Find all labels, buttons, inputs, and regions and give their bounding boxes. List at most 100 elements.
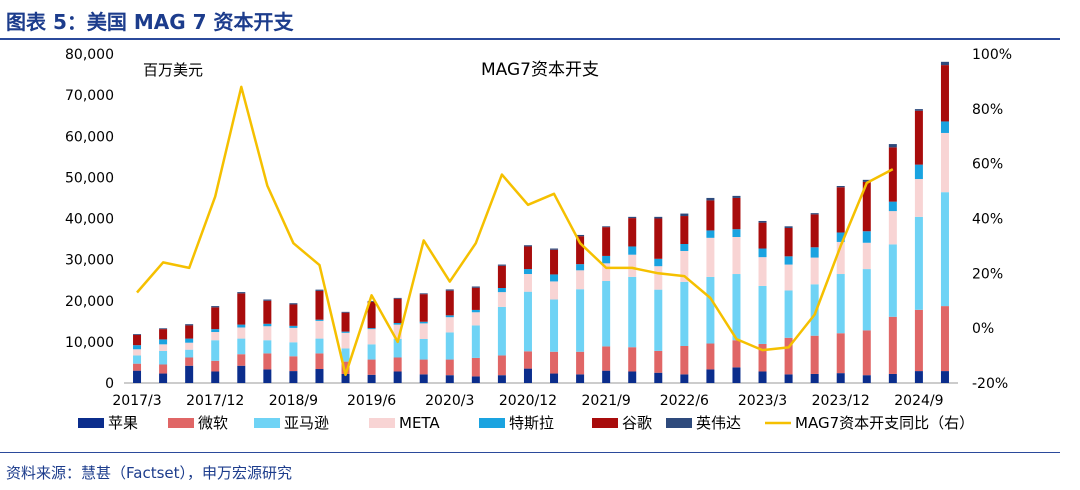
bar-segment: [550, 281, 559, 300]
bar-segment: [862, 330, 871, 376]
legend-swatch: [254, 418, 280, 428]
bar-segment: [836, 187, 845, 233]
bar-segment: [888, 201, 897, 212]
bar-segment: [393, 324, 402, 339]
bar-segment: [628, 347, 637, 372]
bar-segment: [341, 348, 350, 362]
legend-item: MAG7资本开支同比（右）: [765, 414, 974, 432]
bar-segment: [758, 257, 767, 286]
bar-segment: [888, 147, 897, 202]
bar-segment: [940, 132, 949, 193]
bar-segment: [654, 266, 663, 290]
bar-segment: [445, 315, 454, 318]
bar-segment: [497, 292, 506, 307]
legend-item: 微软: [168, 414, 228, 432]
bar-segment: [523, 246, 532, 270]
bar-segment: [680, 345, 689, 375]
bar-segment: [576, 374, 585, 383]
bar-segment: [471, 325, 480, 358]
bar-segment: [367, 359, 376, 375]
bar-segment: [654, 350, 663, 373]
bar-segment: [680, 281, 689, 346]
y2-tick-label: 0%: [972, 321, 994, 337]
unit-label: 百万美元: [143, 61, 203, 79]
bar-segment: [159, 344, 168, 351]
bar-segment: [445, 359, 454, 376]
legend-swatch: [369, 418, 395, 428]
bar-segment: [497, 288, 506, 293]
bar-segment: [315, 290, 324, 320]
bar-segment: [862, 375, 871, 383]
bar-segment: [784, 337, 793, 375]
y-tick-label: 20,000: [65, 294, 114, 310]
bar-segment: [211, 371, 220, 383]
legend-label: META: [399, 414, 440, 432]
bar-segment: [523, 274, 532, 292]
bar-segment: [654, 216, 663, 219]
bar-segment: [367, 344, 376, 360]
bar-segment: [341, 361, 350, 374]
bar-segment: [133, 349, 142, 356]
bar-segment: [523, 245, 532, 247]
bar-segment: [185, 349, 194, 358]
bar-segment: [732, 367, 741, 383]
bar-segment: [732, 229, 741, 238]
x-tick-label: 2024/9: [894, 393, 943, 409]
y-tick-label: 0: [105, 376, 114, 392]
bar-segment: [602, 263, 611, 282]
bar-segment: [836, 241, 845, 275]
bar-segment: [133, 345, 142, 350]
y2-tick-label: 80%: [972, 102, 1003, 118]
bar-segment: [263, 369, 272, 383]
x-tick-label: 2021/9: [582, 393, 631, 409]
bar-segment: [836, 274, 845, 334]
bar-segment: [315, 320, 324, 339]
bar-segment: [289, 371, 298, 383]
bar-segment: [914, 164, 923, 180]
bar-segment: [211, 332, 220, 341]
bar-segment: [732, 274, 741, 341]
bar-segment: [836, 232, 845, 242]
bar-segment: [419, 374, 428, 383]
bar-segment: [367, 329, 376, 345]
bar-segment: [940, 61, 949, 66]
bar-segment: [576, 270, 585, 290]
bar-segment: [289, 327, 298, 343]
bar-segment: [862, 242, 871, 270]
bar-segment: [940, 306, 949, 372]
bar-segment: [133, 355, 142, 364]
bar-segment: [315, 369, 324, 383]
bar-segment: [185, 338, 194, 343]
bar-segment: [237, 338, 246, 355]
bar-segment: [888, 144, 897, 148]
bar-segment: [471, 286, 480, 288]
bar-segment: [367, 328, 376, 330]
bar-segment: [159, 373, 168, 383]
bar-segment: [732, 195, 741, 198]
y2-tick-label: 100%: [972, 47, 1012, 63]
bar-segment: [289, 342, 298, 357]
legend-label: 微软: [198, 414, 228, 432]
bar-segment: [523, 291, 532, 352]
bar-segment: [784, 290, 793, 338]
x-tick-label: 2017/3: [112, 393, 161, 409]
bar-segment: [628, 254, 637, 277]
bar-segment: [784, 374, 793, 383]
x-tick-label: 2017/12: [186, 393, 244, 409]
bar-segment: [341, 373, 350, 383]
bar-segment: [836, 333, 845, 374]
bar-segment: [367, 301, 376, 329]
bar-segment: [680, 374, 689, 383]
bar-segment: [602, 346, 611, 371]
bar-segment: [523, 351, 532, 369]
bar-segment: [497, 306, 506, 356]
axes-group: 0 10,000 20,000 30,000 40,000 50,000 60,000 70,…: [65, 47, 1012, 409]
bar-segment: [914, 371, 923, 383]
bar-segment: [628, 371, 637, 383]
bar-segment: [445, 332, 454, 360]
bar-segment: [471, 357, 480, 377]
bar-segment: [419, 294, 428, 322]
y-tick-label: 10,000: [65, 335, 114, 351]
bar-segment: [133, 363, 142, 371]
x-tick-label: 2022/6: [660, 393, 709, 409]
